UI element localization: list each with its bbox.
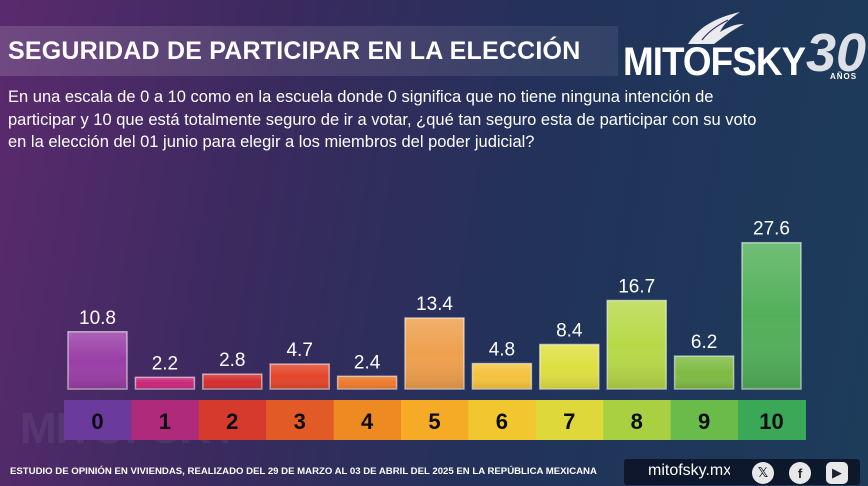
bar-shade-10: [742, 242, 801, 389]
scale-segment-8: [603, 400, 672, 440]
x-icon[interactable]: 𝕏: [752, 462, 774, 484]
logo-anniversary-label: AÑOS: [830, 72, 858, 81]
value-label-2: 2.8: [219, 350, 245, 371]
scale-segment-0: [64, 400, 132, 440]
category-label-6: 6: [496, 409, 508, 434]
scale-segment-6: [468, 400, 537, 440]
category-label-4: 4: [361, 409, 374, 434]
value-label-1: 2.2: [152, 353, 178, 374]
scale-segment-3: [266, 400, 335, 440]
logo-anniversary: 30: [806, 23, 867, 83]
eagle-icon: [688, 12, 744, 44]
bar-shade-3: [270, 364, 330, 389]
value-label-8: 16.7: [618, 276, 655, 297]
category-label-8: 8: [631, 409, 643, 434]
scale-segment-9: [670, 400, 739, 440]
scale-segment-1: [131, 400, 200, 440]
logo-text: MITOFSKY: [623, 40, 806, 84]
value-label-9: 6.2: [691, 332, 717, 353]
scale-segment-10: [738, 400, 806, 440]
bar-shade-9: [674, 356, 734, 389]
category-label-10: 10: [759, 409, 783, 434]
value-label-4: 2.4: [354, 352, 381, 373]
value-label-10: 27.6: [753, 219, 790, 240]
value-label-5: 13.4: [416, 294, 453, 315]
scale-segment-4: [333, 400, 402, 440]
mitofsky-logo: MITOFSKY 30 AÑOS: [620, 10, 866, 84]
scale-strip: 0 1 2 3 4 5 6 7 8 9 10: [64, 400, 806, 440]
category-label-9: 9: [698, 409, 710, 434]
bars-group: 10.8 2.2 2.8 4.7 2.4 13.4 4.8 8.4 16.7 6.2 27.6: [67, 219, 802, 390]
footer-note: ESTUDIO DE OPINIÓN EN VIVIENDAS, REALIZA…: [10, 466, 597, 477]
bar-shade-1: [135, 377, 195, 389]
category-label-2: 2: [226, 409, 238, 434]
scale-segment-2: [198, 400, 267, 440]
youtube-icon[interactable]: ▶: [826, 462, 848, 484]
bar-shade-4: [337, 376, 397, 389]
bar-chart: 10.8 2.2 2.8 4.7 2.4 13.4 4.8 8.4 16.7 6.2 27.6 0 1…: [64, 219, 806, 440]
bar-shade-2: [202, 374, 262, 389]
bar-shade-8: [607, 300, 667, 389]
title-bar: [0, 26, 618, 76]
category-label-3: 3: [294, 409, 306, 434]
value-label-3: 4.7: [286, 340, 312, 361]
facebook-icon[interactable]: f: [789, 462, 811, 484]
category-label-0: 0: [91, 409, 103, 434]
bar-shade-7: [539, 344, 599, 389]
value-label-0: 10.8: [79, 308, 116, 329]
value-label-7: 8.4: [556, 320, 583, 341]
bar-shade-0: [68, 331, 127, 389]
page-title: SEGURIDAD DE PARTICIPAR EN LA ELECCIÓN: [8, 37, 581, 65]
scale-segment-5: [401, 400, 469, 440]
bar-shade-6: [472, 363, 532, 389]
bar-shade-5: [405, 317, 464, 389]
footer-panel: [624, 459, 860, 485]
website-link[interactable]: mitofsky.mx: [648, 462, 730, 479]
category-label-7: 7: [563, 409, 575, 434]
scale-segment-7: [535, 400, 604, 440]
category-label-5: 5: [428, 409, 440, 434]
value-label-6: 4.8: [489, 340, 515, 361]
survey-question: En una escala de 0 a 10 como en la escue…: [8, 88, 757, 151]
category-label-1: 1: [159, 409, 171, 434]
